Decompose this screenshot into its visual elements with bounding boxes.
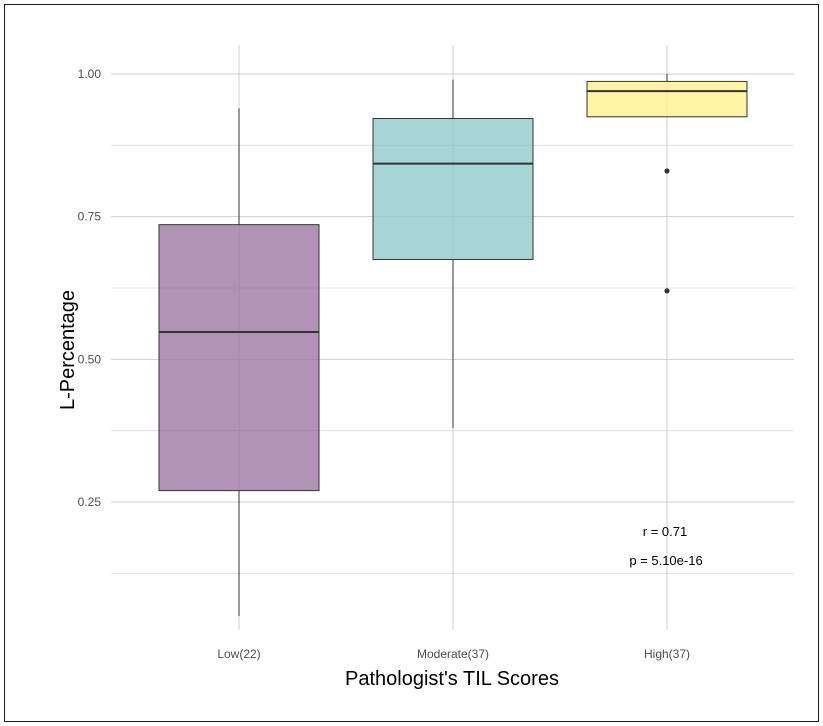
y-tick-label: 0.50 (78, 352, 102, 366)
y-tick-label: 0.75 (78, 210, 102, 224)
box-body (586, 80, 748, 118)
x-tick-labels: Low(22) Moderate(37) High(37) (217, 647, 690, 661)
annotation-r: r = 0.71 (643, 524, 687, 539)
y-tick-label: 0.25 (78, 495, 102, 509)
x-tick-label: High(37) (644, 647, 690, 661)
chart-frame: 0.25 0.50 0.75 1.00 Low(22) Moderate(37) High… (4, 4, 819, 722)
x-axis-title: Pathologist's TIL Scores (345, 668, 559, 690)
y-tick-labels: 0.25 0.50 0.75 1.00 (78, 67, 102, 509)
annotation-p: p = 5.10e-16 (629, 553, 702, 568)
outlier-point (664, 288, 670, 294)
box-plot: 0.25 0.50 0.75 1.00 Low(22) Moderate(37) High… (57, 45, 794, 690)
box-1 (158, 108, 320, 617)
x-tick-label: Moderate(37) (417, 647, 489, 661)
box-body (158, 224, 320, 492)
outlier-point (664, 168, 670, 174)
box-2 (372, 79, 534, 428)
x-tick-label: Low(22) (217, 647, 260, 661)
box-body (372, 118, 534, 260)
y-tick-label: 1.00 (78, 67, 102, 81)
y-axis-title: L-Percentage (57, 290, 79, 410)
boxes-layer (158, 74, 748, 617)
box-3 (586, 74, 748, 294)
